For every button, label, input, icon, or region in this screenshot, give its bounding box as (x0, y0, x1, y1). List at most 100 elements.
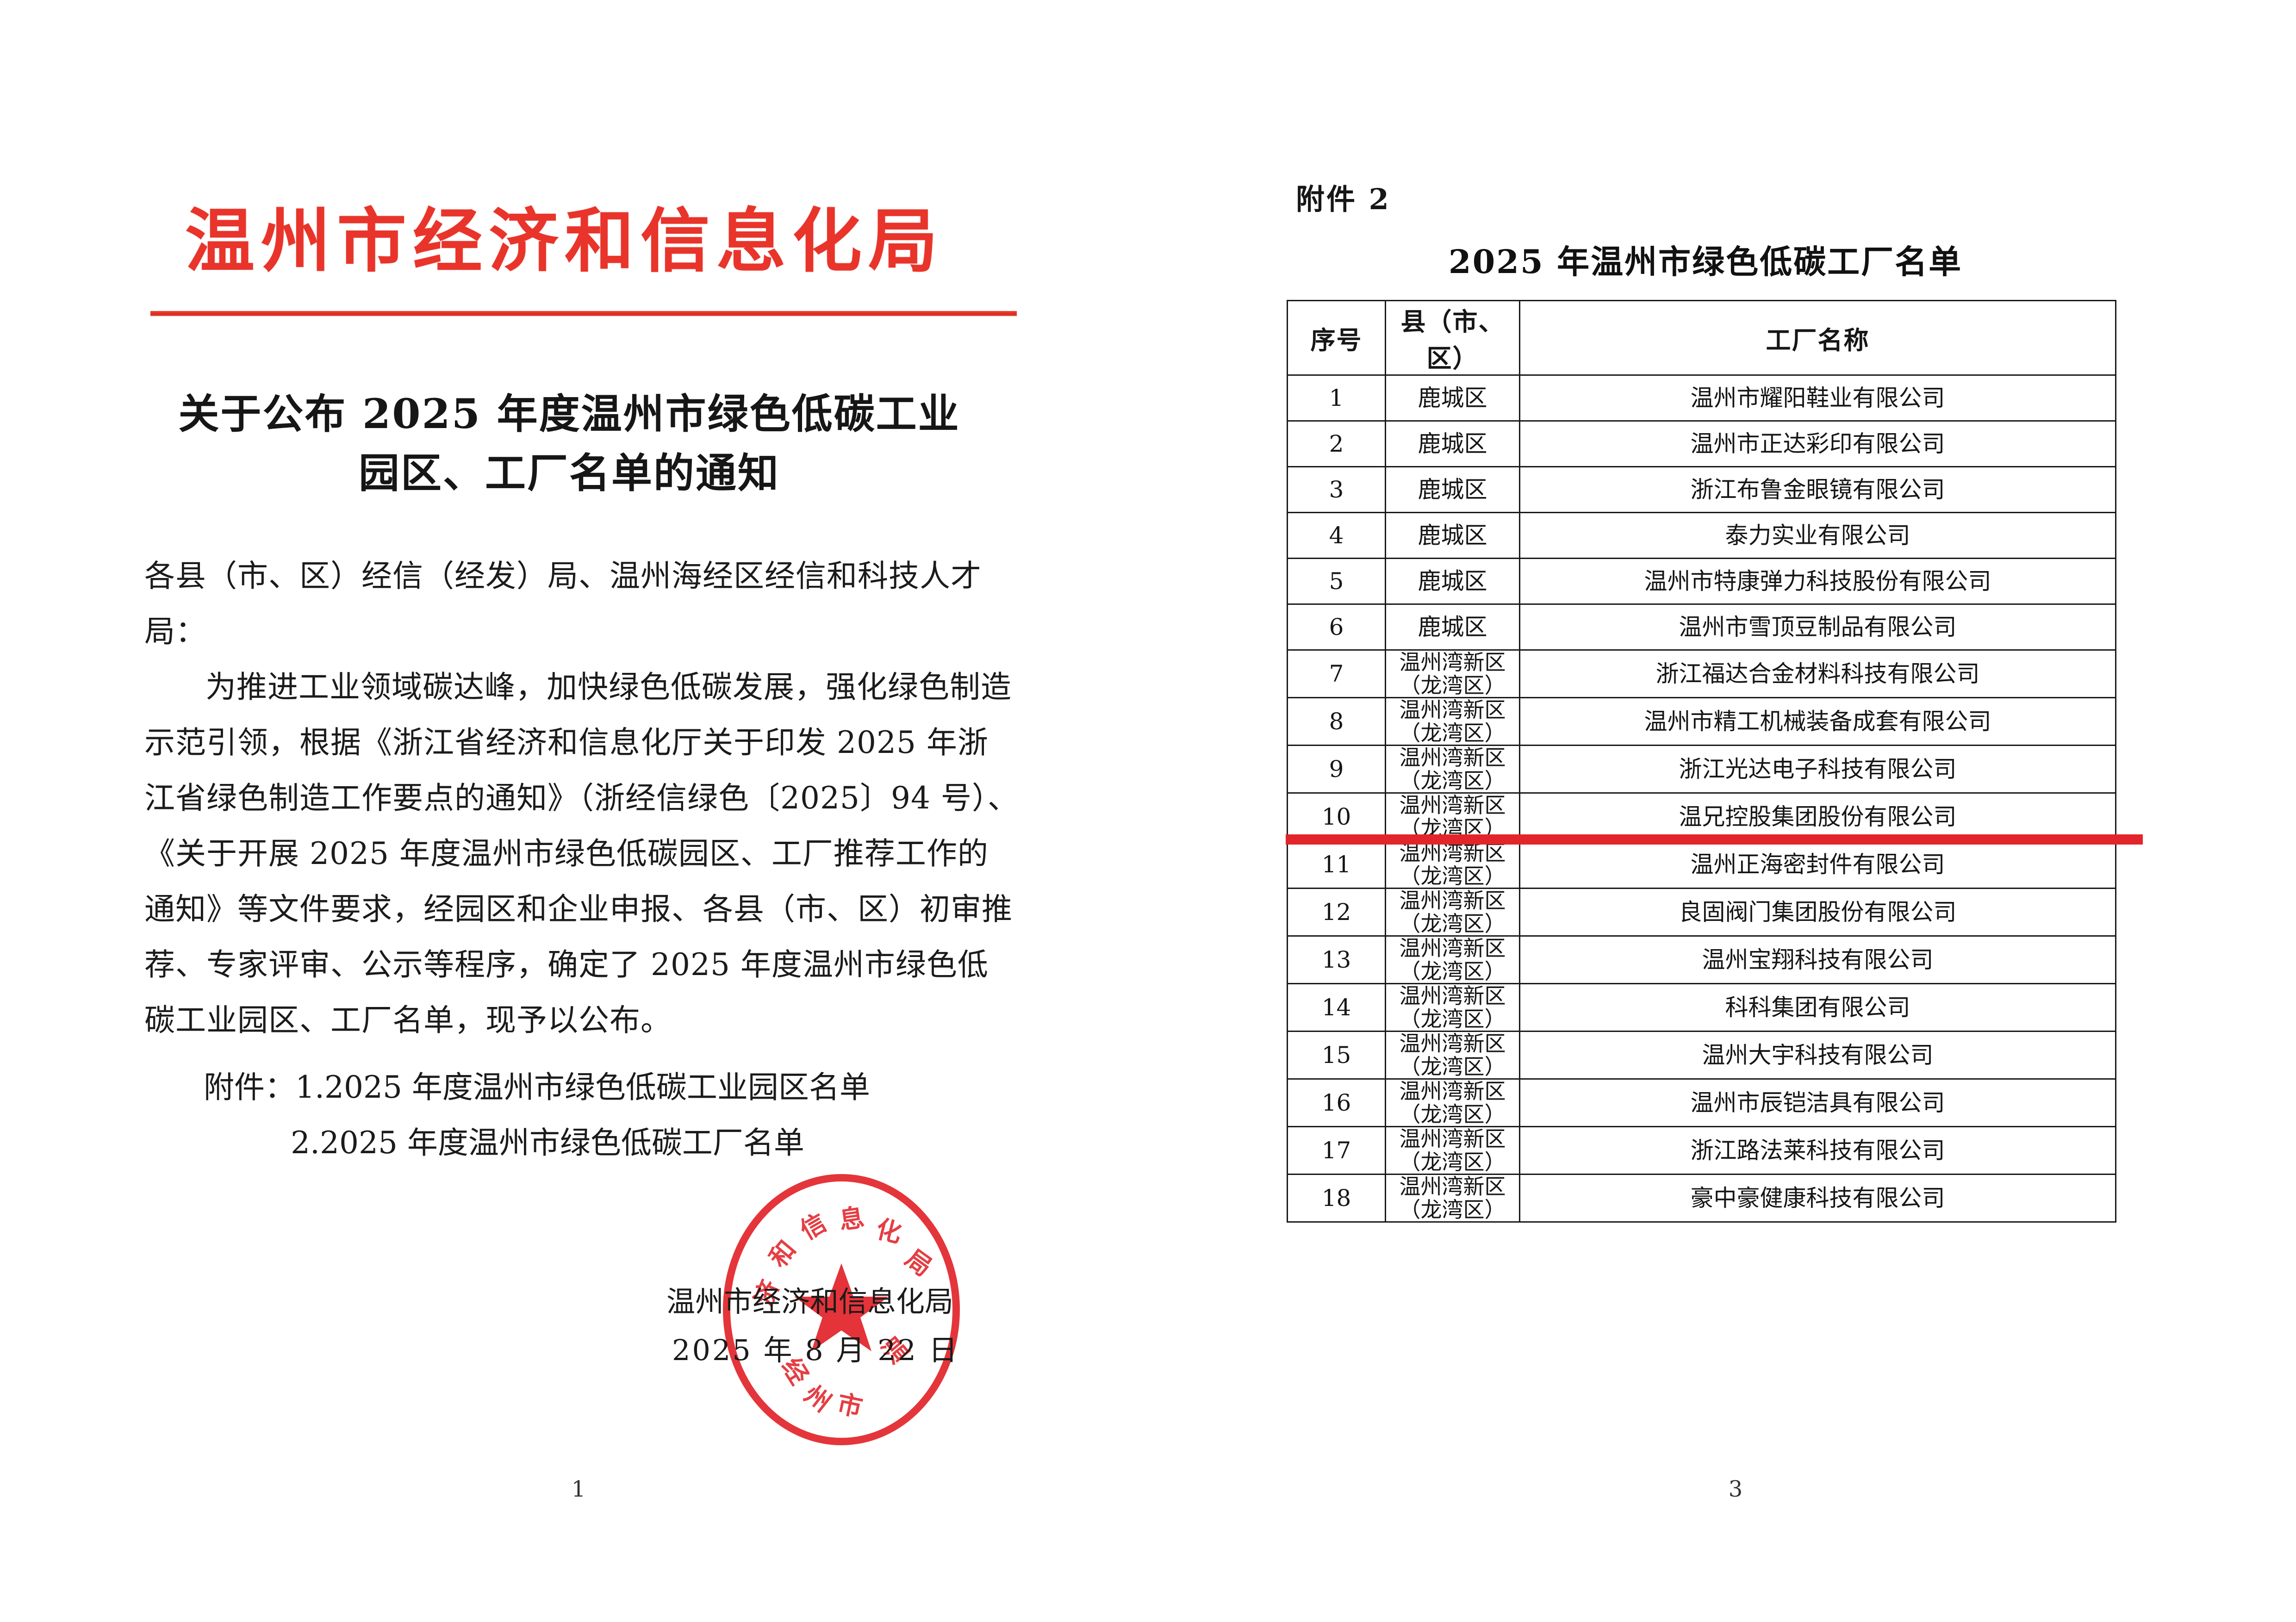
document-title-line-2: 园区、工厂名单的通知 (358, 449, 780, 497)
district-line-1: 温州湾新区 (1399, 1174, 1506, 1199)
table-row: 13 温州湾新区 （龙湾区） 温州宝翔科技有限公司 (1287, 935, 2116, 984)
red-header-rule (150, 311, 1017, 316)
district-line-1: 温州湾新区 (1399, 888, 1506, 913)
district-line-2: （龙湾区） (1399, 1007, 1506, 1032)
cell-factory-name: 泰力实业有限公司 (1519, 512, 2116, 559)
svg-text:息: 息 (837, 1202, 866, 1235)
cell-no: 13 (1287, 935, 1386, 984)
cell-factory-name: 温州大宇科技有限公司 (1519, 1031, 2116, 1080)
cell-no: 16 (1287, 1078, 1386, 1127)
svg-text:市: 市 (834, 1388, 865, 1423)
cell-no: 9 (1287, 745, 1386, 794)
cell-no: 5 (1287, 558, 1386, 605)
cell-no: 12 (1287, 888, 1386, 937)
district-line-2: （龙湾区） (1399, 768, 1506, 793)
district-line-2: （龙湾区） (1399, 1054, 1506, 1079)
district-line-1: 温州湾新区 (1399, 650, 1506, 675)
cell-district: 温州湾新区 （龙湾区） (1385, 935, 1520, 984)
cell-no: 15 (1287, 1031, 1386, 1080)
table-row: 17 温州湾新区 （龙湾区） 浙江路法莱科技有限公司 (1287, 1126, 2116, 1175)
svg-text:化: 化 (873, 1214, 905, 1249)
district-line-1: 温州湾新区 (1399, 697, 1506, 722)
salutation: 各县（市、区）经信（经发）局、温州海经区经信和科技人才局： (144, 558, 982, 649)
cell-district: 鹿城区 (1385, 558, 1520, 605)
cell-factory-name: 温州市辰铠洁具有限公司 (1519, 1078, 2116, 1127)
district-line-2: （龙湾区） (1399, 1197, 1506, 1222)
attachment-item-1: 附件：1.2025 年度温州市绿色低碳工业园区名单 (204, 1069, 870, 1105)
table-row: 6 鹿城区 温州市雪顶豆制品有限公司 (1287, 603, 2116, 651)
table-row: 14 温州湾新区 （龙湾区） 科科集团有限公司 (1287, 983, 2116, 1032)
attachments-list: 附件：1.2025 年度温州市绿色低碳工业园区名单 2.2025 年度温州市绿色… (144, 1060, 1019, 1171)
cell-factory-name: 浙江福达合金材料科技有限公司 (1519, 649, 2116, 698)
district-line-2: （龙湾区） (1399, 959, 1506, 984)
cell-district: 温州湾新区 （龙湾区） (1385, 840, 1520, 889)
table-body: 1 鹿城区 温州市耀阳鞋业有限公司 2 鹿城区 温州市正达彩印有限公司 3 鹿城区 浙江布鲁金眼… (1287, 374, 2116, 1223)
cell-no: 14 (1287, 983, 1386, 1032)
table-row: 10 温州湾新区 （龙湾区） 温兄控股集团股份有限公司 (1287, 792, 2116, 841)
table-row: 2 鹿城区 温州市正达彩印有限公司 (1287, 420, 2116, 467)
district-line-1: 温州湾新区 (1399, 1126, 1506, 1151)
district-line-2: （龙湾区） (1399, 673, 1506, 698)
cell-factory-name: 豪中豪健康科技有限公司 (1519, 1174, 2116, 1223)
cell-factory-name: 温州市精工机械装备成套有限公司 (1519, 697, 2116, 746)
svg-text:州: 州 (799, 1379, 837, 1418)
page-number-right: 3 (1728, 1476, 1743, 1502)
cell-district: 鹿城区 (1385, 466, 1520, 513)
cell-factory-name: 浙江布鲁金眼镜有限公司 (1519, 466, 2116, 513)
table-row: 5 鹿城区 温州市特康弹力科技股份有限公司 (1287, 558, 2116, 605)
table-row: 15 温州湾新区 （龙湾区） 温州大宇科技有限公司 (1287, 1031, 2116, 1080)
cell-no: 4 (1287, 512, 1386, 559)
cell-district: 温州湾新区 （龙湾区） (1385, 697, 1520, 746)
issuing-organization-title: 温州市经济和信息化局 (185, 200, 945, 282)
table-row: 16 温州湾新区 （龙湾区） 温州市辰铠洁具有限公司 (1287, 1078, 2116, 1127)
table-row: 3 鹿城区 浙江布鲁金眼镜有限公司 (1287, 466, 2116, 513)
cell-district: 温州湾新区 （龙湾区） (1385, 1174, 1520, 1223)
cell-district: 鹿城区 (1385, 603, 1520, 651)
table-row: 7 温州湾新区 （龙湾区） 浙江福达合金材料科技有限公司 (1287, 649, 2116, 698)
cell-no: 3 (1287, 466, 1386, 513)
svg-text:局: 局 (900, 1243, 937, 1282)
cell-factory-name: 温州市正达彩印有限公司 (1519, 420, 2116, 467)
cell-district: 温州湾新区 （龙湾区） (1385, 649, 1520, 698)
cell-factory-name: 温兄控股集团股份有限公司 (1519, 792, 2116, 841)
document-title: 关于公布 2025 年度温州市绿色低碳工业 园区、工厂名单的通知 (176, 384, 963, 503)
district-line-2: （龙湾区） (1399, 911, 1506, 936)
signer-name: 温州市经济和信息化局 (666, 1285, 954, 1318)
cell-no: 18 (1287, 1174, 1386, 1223)
cell-no: 10 (1287, 792, 1386, 841)
annex-label: 附件 2 (1296, 182, 1391, 216)
document-title-line-1: 关于公布 2025 年度温州市绿色低碳工业 (178, 390, 960, 438)
attachment-item-2: 2.2025 年度温州市绿色低碳工厂名单 (291, 1125, 804, 1161)
district-line-1: 温州湾新区 (1399, 983, 1506, 1008)
page-number-left: 1 (571, 1476, 586, 1502)
green-factory-table: 序号 县（市、区） 工厂名称 1 鹿城区 温州市耀阳鞋业有限公司 2 鹿城区 温州市正达彩… (1287, 300, 2116, 1223)
cell-district: 温州湾新区 （龙湾区） (1385, 1031, 1520, 1080)
cell-no: 6 (1287, 603, 1386, 651)
cell-factory-name: 浙江路法莱科技有限公司 (1519, 1126, 2116, 1175)
table-row: 18 温州湾新区 （龙湾区） 豪中豪健康科技有限公司 (1287, 1174, 2116, 1223)
cell-district: 温州湾新区 （龙湾区） (1385, 792, 1520, 841)
cell-factory-name: 温州市特康弹力科技股份有限公司 (1519, 558, 2116, 605)
table-header-row: 序号 县（市、区） 工厂名称 (1287, 300, 2116, 376)
district-line-1: 温州湾新区 (1399, 936, 1506, 961)
column-header-name: 工厂名称 (1519, 300, 2116, 376)
svg-text:信: 信 (795, 1207, 832, 1245)
cell-factory-name: 科科集团有限公司 (1519, 983, 2116, 1032)
table-row: 11 温州湾新区 （龙湾区） 温州正海密封件有限公司 (1287, 840, 2116, 889)
red-highlight-marker (1286, 834, 2143, 845)
cell-factory-name: 温州正海密封件有限公司 (1519, 840, 2116, 889)
cell-no: 8 (1287, 697, 1386, 746)
cell-factory-name: 良固阀门集团股份有限公司 (1519, 888, 2116, 937)
table-row: 4 鹿城区 泰力实业有限公司 (1287, 512, 2116, 559)
signature-date: 2025 年 8 月 22 日 (672, 1333, 959, 1367)
body-paragraph-1: 为推进工业领域碳达峰，加快绿色低碳发展，强化绿色制造示范引领，根据《浙江省经济和… (144, 669, 1019, 1038)
cell-no: 7 (1287, 649, 1386, 698)
cell-district: 鹿城区 (1385, 374, 1520, 422)
district-line-2: （龙湾区） (1399, 721, 1506, 746)
table-row: 8 温州湾新区 （龙湾区） 温州市精工机械装备成套有限公司 (1287, 697, 2116, 746)
table-row: 12 温州湾新区 （龙湾区） 良固阀门集团股份有限公司 (1287, 888, 2116, 937)
cell-factory-name: 温州市耀阳鞋业有限公司 (1519, 374, 2116, 422)
table-row: 1 鹿城区 温州市耀阳鞋业有限公司 (1287, 374, 2116, 422)
district-line-1: 温州湾新区 (1399, 1079, 1506, 1104)
district-line-1: 温州湾新区 (1399, 793, 1506, 818)
